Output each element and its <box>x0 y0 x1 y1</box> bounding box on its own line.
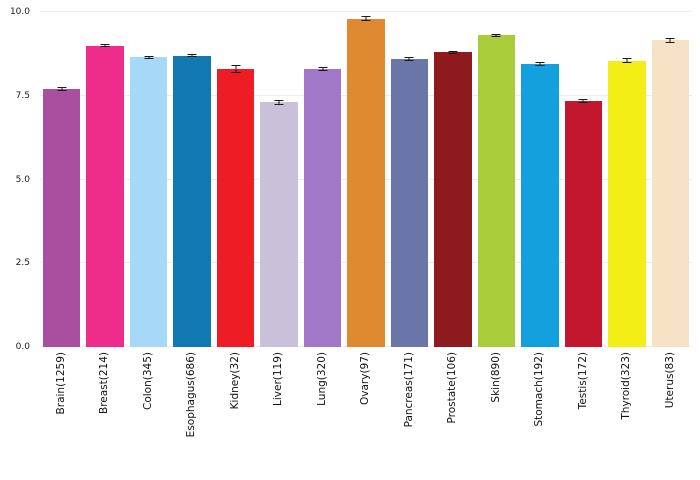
bar-brain-1259 <box>43 89 81 347</box>
bar-column <box>216 12 255 347</box>
error-bar <box>404 57 414 61</box>
bar-testis-172 <box>564 100 603 347</box>
x-tick-slot: Esophagus(686) <box>173 352 210 474</box>
gridline <box>40 11 692 12</box>
x-tick-slot: Testis(172) <box>565 352 602 474</box>
x-tick-slot: Prostate(106) <box>434 352 471 474</box>
y-tick-label: 0.0 <box>15 342 30 352</box>
error-bar <box>535 61 545 66</box>
x-tick-slot: Colon(345) <box>130 352 167 474</box>
bar-esophagus-686 <box>173 55 211 347</box>
x-tick-slot: Pancreas(171) <box>391 352 428 474</box>
bar-uterus-83 <box>651 40 690 347</box>
x-tick-slot: Lung(320) <box>304 352 341 474</box>
bar-column <box>390 12 429 347</box>
x-tick-label: Pancreas(171) <box>402 352 415 428</box>
x-tick-label: Thyroid(323) <box>620 352 633 420</box>
bar-column <box>43 12 81 347</box>
error-bar <box>491 33 501 38</box>
x-tick-slot: Kidney(32) <box>217 352 254 474</box>
x-tick-slot: Uterus(83) <box>652 352 689 474</box>
error-bar <box>578 98 588 103</box>
x-tick-label: Skin(890) <box>489 352 502 403</box>
error-bar <box>187 53 197 58</box>
x-tick-label: Brain(1259) <box>54 352 67 415</box>
x-tick-label: Testis(172) <box>576 352 589 410</box>
error-bar <box>622 58 632 63</box>
x-tick-slot: Skin(890) <box>478 352 515 474</box>
x-tick-label: Ovary(97) <box>359 352 372 405</box>
bar-pancreas-171 <box>390 58 429 347</box>
bar-thyroid-323 <box>608 60 646 347</box>
bar-column <box>608 12 646 347</box>
bar-column <box>86 12 124 347</box>
x-tick-label: Esophagus(686) <box>185 352 198 438</box>
bar-colon-345 <box>129 57 168 347</box>
bar-lung-320 <box>303 68 342 347</box>
bar-prostate-106 <box>434 52 472 347</box>
x-tick-label: Stomach(192) <box>533 352 546 427</box>
bar-ovary-97 <box>347 18 385 347</box>
x-tick-slot: Liver(119) <box>260 352 297 474</box>
x-tick-slot: Ovary(97) <box>347 352 384 474</box>
bar-stomach-192 <box>521 63 559 347</box>
bar-liver-119 <box>260 102 298 347</box>
bar-column <box>564 12 603 347</box>
bar-column <box>651 12 690 347</box>
error-bar <box>318 67 328 71</box>
error-bar <box>274 99 284 106</box>
error-bar <box>57 87 67 91</box>
bar-column <box>303 12 342 347</box>
x-tick-label: Kidney(32) <box>228 352 241 410</box>
bar-column <box>129 12 168 347</box>
error-bar <box>231 64 241 73</box>
bar-column <box>173 12 211 347</box>
x-tick-label: Lung(320) <box>315 352 328 406</box>
x-tick-slot: Thyroid(323) <box>608 352 645 474</box>
bar-column <box>521 12 559 347</box>
error-bar <box>665 37 675 44</box>
y-tick-label: 2.5 <box>15 258 30 269</box>
y-tick-label: 10.0 <box>9 7 30 17</box>
y-axis: 0.0 2.5 5.0 7.5 10.0 <box>0 7 36 352</box>
error-bar <box>448 50 458 54</box>
error-bar <box>361 16 371 22</box>
x-tick-label: Liver(119) <box>272 352 285 406</box>
bar-kidney-32 <box>216 68 255 347</box>
x-tick-label: Prostate(106) <box>446 352 459 424</box>
x-tick-slot: Stomach(192) <box>521 352 558 474</box>
bar-column <box>477 12 516 347</box>
bar-column <box>260 12 298 347</box>
x-tick-slot: Brain(1259) <box>43 352 80 474</box>
plot-area <box>40 11 692 347</box>
bar-skin-890 <box>477 35 516 347</box>
x-tick-label: Breast(214) <box>98 352 111 415</box>
bar-breast-214 <box>86 45 124 347</box>
y-tick-label: 5.0 <box>15 174 30 185</box>
error-bar <box>144 55 154 59</box>
x-tick-slot: Breast(214) <box>86 352 123 474</box>
bar-column <box>347 12 385 347</box>
bar-column <box>434 12 472 347</box>
x-axis: Brain(1259) Breast(214) Colon(345) Esophagu… <box>40 352 692 474</box>
y-tick-label: 7.5 <box>15 90 30 101</box>
error-bar <box>100 43 110 48</box>
x-tick-label: Uterus(83) <box>663 352 676 409</box>
x-tick-label: Colon(345) <box>141 352 154 410</box>
